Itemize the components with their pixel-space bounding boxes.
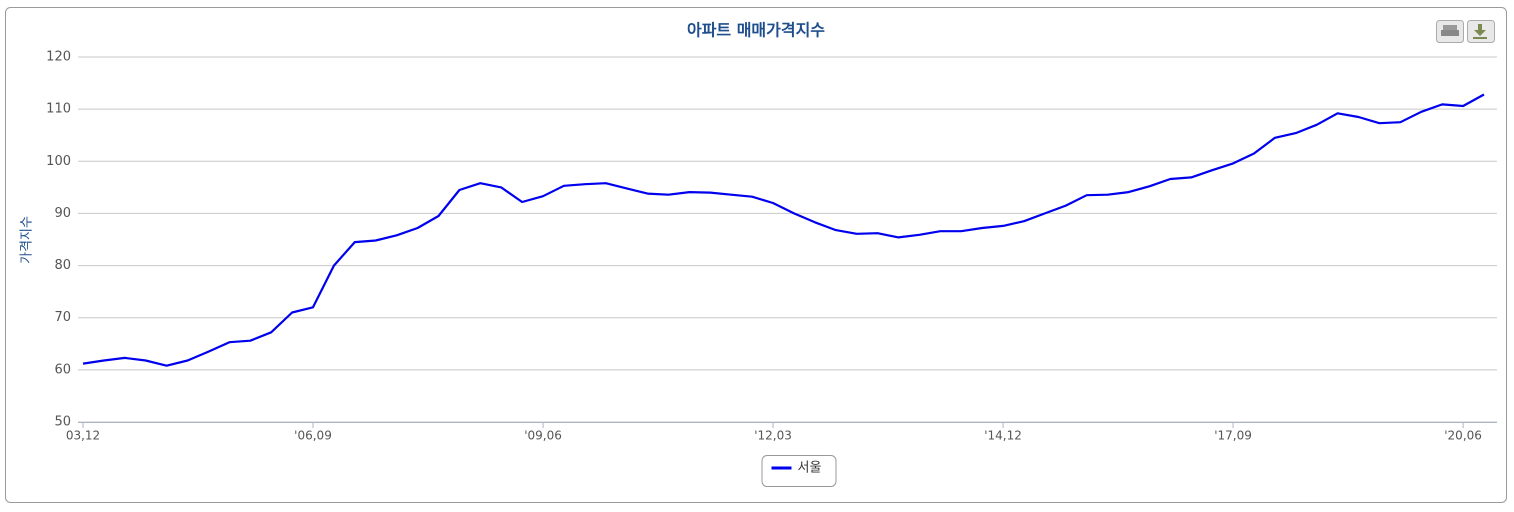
x-tick-label: '12,03 <box>754 429 792 443</box>
download-icon <box>1474 24 1486 36</box>
x-tick-label: '17,09 <box>1214 429 1252 443</box>
print-button[interactable] <box>1436 20 1464 43</box>
x-tick-label: '20,06 <box>1444 429 1482 443</box>
y-tick-label: 100 <box>46 154 71 169</box>
y-tick-label: 70 <box>54 310 71 325</box>
x-tick-label: 03,12 <box>66 429 100 443</box>
print-icon <box>1443 25 1457 30</box>
y-tick-label: 80 <box>54 258 71 273</box>
y-tick-label: 120 <box>46 50 71 65</box>
download-icon <box>1473 37 1487 39</box>
chart-title: 아파트 매매가격지수 <box>687 21 825 40</box>
download-button[interactable] <box>1467 20 1495 43</box>
y-tick-label: 90 <box>54 206 71 221</box>
print-icon <box>1441 30 1459 36</box>
x-tick-label: '14,12 <box>984 429 1022 443</box>
y-tick-label: 110 <box>46 102 71 117</box>
x-tick-label: '09,06 <box>524 429 562 443</box>
y-axis-label: 가격지수 <box>20 216 35 264</box>
y-tick-label: 50 <box>54 415 71 430</box>
legend: 서울 <box>761 455 837 487</box>
x-tick-label: '06,09 <box>294 429 332 443</box>
legend-label: 서울 <box>798 461 822 476</box>
y-tick-label: 60 <box>54 362 71 377</box>
legend-box <box>761 455 837 487</box>
chart-frame <box>5 7 1507 503</box>
series-line <box>82 93 1485 367</box>
